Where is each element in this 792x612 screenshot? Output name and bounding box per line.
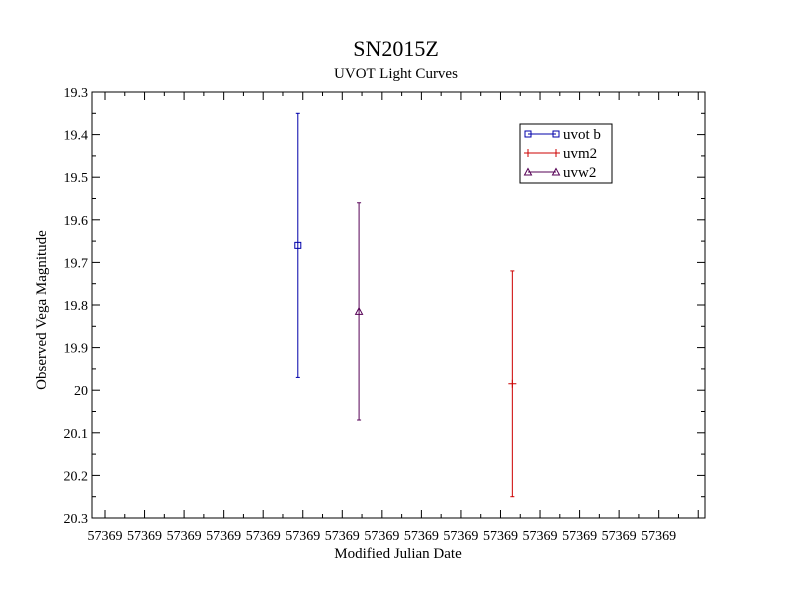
legend: uvot b uvm2 uvw2	[519, 123, 613, 184]
plot-frame	[91, 91, 706, 519]
x-tick-label: 57369	[641, 529, 676, 544]
y-tick-label: 19.7	[64, 256, 89, 271]
x-axis-label: Modified Julian Date	[334, 546, 462, 562]
y-tick-label: 19.8	[64, 299, 89, 314]
x-tick-label: 57369	[562, 529, 597, 544]
y-tick-label: 19.4	[64, 129, 89, 144]
x-tick-label: 57369	[88, 529, 123, 544]
x-tick-label: 57369	[167, 529, 202, 544]
x-tick-label: 57369	[404, 529, 439, 544]
y-axis: 19.3 19.4 19.5 19.6 19.7 19.8 19.9 20 20.1 20.2 20…	[64, 86, 705, 527]
legend-label: uvot b	[563, 127, 601, 143]
y-tick-label: 19.3	[64, 86, 89, 101]
data-point-marker	[524, 130, 532, 138]
y-tick-label: 19.5	[64, 171, 89, 186]
x-tick-label: 57369	[127, 529, 162, 544]
data-marks	[294, 112, 517, 498]
data-point-marker	[552, 149, 560, 157]
x-axis: 57369 57369 57369 57369 57369 57369 57369 57369…	[88, 92, 699, 544]
x-tick-label: 57369	[206, 529, 241, 544]
y-tick-label: 20.3	[64, 512, 89, 527]
x-tick-label: 57369	[483, 529, 518, 544]
x-tick-label: 57369	[325, 529, 360, 544]
y-tick-label: 20	[74, 384, 88, 399]
data-point-marker	[508, 379, 517, 388]
y-axis-label: Observed Vega Magnitude	[34, 230, 50, 390]
x-tick-label: 57369	[443, 529, 478, 544]
x-tick-label: 57369	[364, 529, 399, 544]
x-tick-label: 57369	[523, 529, 558, 544]
legend-label: uvm2	[563, 146, 597, 162]
data-point-marker	[294, 241, 302, 249]
y-tick-label: 19.6	[64, 214, 89, 229]
data-point-marker	[523, 167, 533, 176]
x-tick-label: 57369	[246, 529, 281, 544]
x-tick-label: 57369	[285, 529, 320, 544]
data-point-marker	[354, 306, 364, 315]
chart-subtitle: UVOT Light Curves	[334, 66, 458, 82]
y-tick-label: 20.2	[64, 469, 89, 484]
legend-label: uvw2	[563, 165, 596, 181]
y-tick-label: 19.9	[64, 342, 89, 357]
data-point-marker	[552, 130, 560, 138]
chart-title: SN2015Z	[353, 36, 439, 61]
data-point-marker	[524, 149, 532, 157]
data-point-marker	[551, 167, 561, 176]
y-tick-label: 20.1	[64, 427, 89, 442]
x-tick-label: 57369	[602, 529, 637, 544]
